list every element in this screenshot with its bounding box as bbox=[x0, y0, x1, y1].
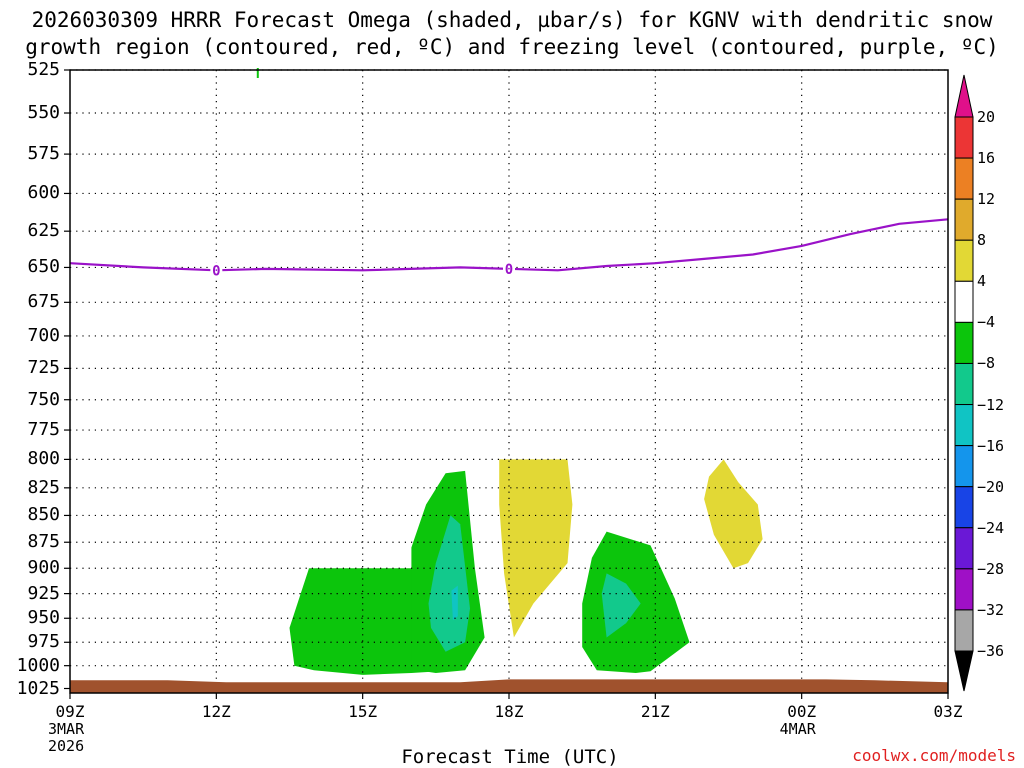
colorbar-tick-label: −28 bbox=[977, 559, 1005, 578]
y-tick-label: 800 bbox=[27, 448, 60, 470]
y-tick-label: 1000 bbox=[16, 654, 60, 676]
yellow-region-2 bbox=[704, 459, 763, 569]
colorbar-bin-1 bbox=[954, 157, 974, 200]
colorbar-tick-label: 16 bbox=[977, 149, 996, 168]
x-tick-label: 00Z bbox=[787, 702, 817, 721]
colorbar-tick-label: 8 bbox=[977, 231, 987, 250]
colorbar-bin-11 bbox=[954, 568, 974, 611]
y-tick-label: 550 bbox=[27, 102, 60, 123]
colorbar-bin-8 bbox=[954, 445, 974, 488]
colorbar-tick-label: −36 bbox=[977, 642, 1005, 660]
colorbar-bin-5 bbox=[954, 321, 974, 364]
colorbar-bin-7 bbox=[954, 404, 974, 447]
y-tick-label: 1025 bbox=[16, 677, 60, 699]
colorbar-bin-2 bbox=[954, 198, 974, 241]
x-date-label: 2026 bbox=[48, 737, 85, 755]
colorbar-top-arrow bbox=[954, 74, 974, 118]
y-tick-label: 975 bbox=[27, 631, 60, 653]
y-tick-label: 600 bbox=[27, 182, 60, 204]
colorbar-tick-label: −24 bbox=[977, 518, 1005, 537]
y-tick-label: 825 bbox=[27, 476, 60, 498]
colorbar-bin-0 bbox=[954, 116, 974, 159]
y-tick-label: 875 bbox=[27, 531, 60, 553]
x-tick-label: 21Z bbox=[640, 702, 670, 721]
colorbar-tick-label: 4 bbox=[977, 272, 987, 291]
x-date-label: 4MAR bbox=[779, 720, 816, 738]
colorbar-tick-label: 20 bbox=[977, 108, 996, 126]
freezing-level-label-1: 0 bbox=[505, 262, 513, 278]
x-tick-label: 15Z bbox=[348, 702, 378, 721]
teal-region-1 bbox=[428, 515, 470, 652]
colorbar-tick-label: 12 bbox=[977, 190, 996, 209]
y-tick-label: 675 bbox=[27, 291, 60, 313]
chart-title-line-1: 2026030309 HRRR Forecast Omega (shaded, … bbox=[31, 8, 993, 32]
x-tick-label: 18Z bbox=[494, 702, 524, 721]
x-tick-label: 12Z bbox=[201, 702, 231, 721]
y-tick-label: 725 bbox=[27, 357, 60, 379]
colorbar-bin-10 bbox=[954, 527, 974, 570]
colorbar-tick-label: −4 bbox=[977, 313, 996, 332]
freezing-level-label-0: 0 bbox=[212, 263, 220, 279]
colorbar-bin-6 bbox=[954, 362, 974, 406]
freezing-label-bg-1 bbox=[503, 260, 515, 277]
credit-link[interactable]: coolwx.com/models bbox=[852, 746, 1016, 765]
freezing-level-line bbox=[69, 218, 949, 272]
x-date-label: 3MAR bbox=[48, 720, 85, 738]
terrain-ground bbox=[70, 679, 948, 693]
colorbar-bin-3 bbox=[954, 239, 974, 282]
y-tick-label: 625 bbox=[27, 220, 60, 242]
y-tick-label: 900 bbox=[27, 557, 60, 579]
colorbar-tick-label: −12 bbox=[977, 395, 1005, 414]
y-tick-label: 525 bbox=[27, 59, 60, 80]
colorbar-bottom-arrow bbox=[954, 650, 974, 692]
y-tick-label: 850 bbox=[27, 504, 60, 526]
colorbar-tick-label: −32 bbox=[977, 600, 1005, 619]
y-tick-label: 700 bbox=[27, 324, 60, 346]
cyan-region-1 bbox=[451, 585, 458, 621]
yellow-region-1 bbox=[499, 459, 573, 638]
y-tick-label: 925 bbox=[27, 582, 60, 604]
chart-title-line-2: growth region (contoured, red, ºC) and f… bbox=[25, 35, 999, 59]
y-tick-label: 950 bbox=[27, 607, 60, 629]
colorbar-tick-label: −20 bbox=[977, 477, 1005, 496]
colorbar-bin-12 bbox=[954, 609, 974, 652]
colorbar-tick-label: −16 bbox=[977, 436, 1005, 455]
colorbar-bin-4 bbox=[954, 280, 974, 323]
y-tick-label: 750 bbox=[27, 388, 60, 410]
x-tick-label: 09Z bbox=[55, 702, 85, 721]
y-tick-label: 775 bbox=[27, 419, 60, 441]
colorbar-bin-9 bbox=[954, 486, 974, 529]
teal-region-2 bbox=[601, 573, 641, 638]
colorbar-tick-label: −8 bbox=[977, 354, 996, 373]
y-tick-label: 575 bbox=[27, 143, 60, 165]
freezing-label-bg-0 bbox=[210, 262, 223, 279]
x-tick-label: 03Z bbox=[933, 702, 963, 721]
x-axis-title: Forecast Time (UTC) bbox=[401, 746, 619, 768]
y-tick-label: 650 bbox=[27, 256, 60, 278]
